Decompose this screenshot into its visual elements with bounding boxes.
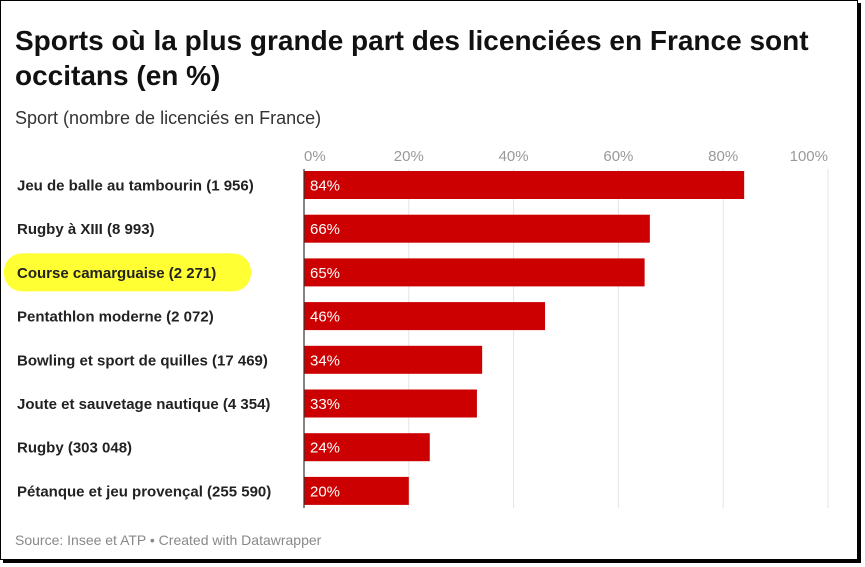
bar (304, 345, 483, 374)
data-label: 66% (310, 221, 340, 238)
data-label: 20% (310, 483, 340, 500)
data-label: 33% (310, 396, 340, 413)
bar (304, 389, 477, 418)
bar-chart: 0% 20% 40% 60% 80% 100% Jeu de balle au tambou… (4, 148, 829, 508)
bar (304, 171, 745, 199)
data-label: 84% (310, 178, 340, 195)
x-tick-label: 20% (394, 148, 424, 165)
category-label: Joute et sauvetage nautique (4 354) (17, 396, 270, 413)
x-tick-label: 0% (304, 148, 326, 165)
chart-frame: Sports où la plus grande part des licenc… (0, 0, 858, 560)
category-label: Rugby à XIII (8 993) (17, 221, 155, 238)
category-label: Rugby (303 048) (17, 440, 132, 457)
x-tick-label: 100% (790, 148, 828, 165)
category-label: Pétanque et jeu provençal (255 590) (17, 483, 271, 500)
chart-title: Sports où la plus grande part des licenc… (15, 25, 809, 91)
data-label: 34% (310, 352, 340, 369)
bar (304, 214, 650, 243)
category-label: Bowling et sport de quilles (17 469) (17, 352, 268, 369)
x-tick-label: 40% (499, 148, 529, 165)
bar (304, 258, 645, 287)
chart-subtitle: Sport (nombre de licenciés en France) (15, 108, 322, 128)
data-label: 24% (310, 440, 340, 457)
data-label: 46% (310, 309, 340, 326)
category-label: Course camarguaise (2 271) (17, 265, 216, 282)
chart-source: Source: Insee et ATP • Created with Data… (15, 532, 322, 548)
category-highlight (4, 253, 251, 292)
data-label: 65% (310, 265, 340, 282)
x-tick-label: 80% (708, 148, 738, 165)
bar (304, 302, 546, 331)
category-label: Pentathlon moderne (2 072) (17, 309, 214, 326)
bar (304, 476, 409, 505)
bar (304, 433, 430, 462)
category-label: Jeu de balle au tambourin (1 956) (17, 178, 254, 195)
x-tick-label: 60% (603, 148, 633, 165)
